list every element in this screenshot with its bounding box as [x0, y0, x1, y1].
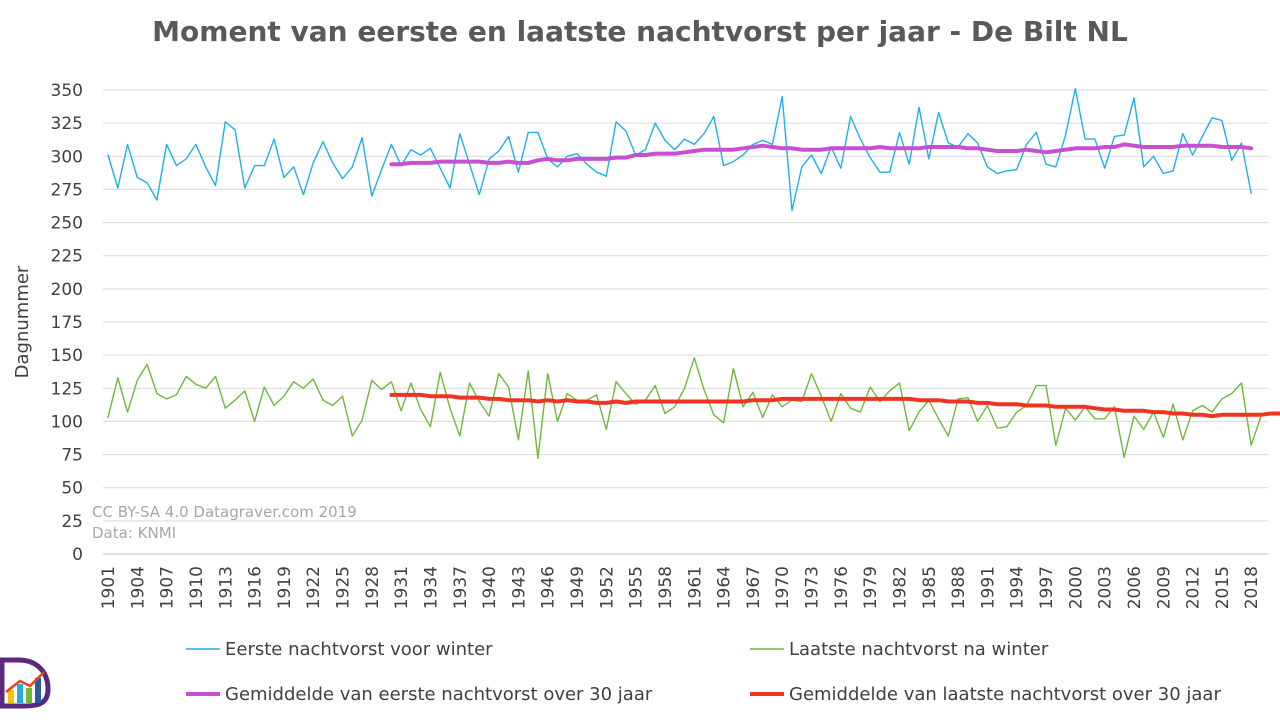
- y-tick-label: 125: [51, 379, 83, 399]
- x-tick-label: 1991: [978, 566, 998, 609]
- y-tick-label: 275: [51, 180, 83, 200]
- x-tick-label: 1964: [715, 566, 735, 609]
- y-tick-label: 100: [51, 412, 83, 432]
- grid: [103, 89, 1268, 555]
- x-tick-label: 2003: [1096, 566, 1116, 609]
- y-tick-label: 175: [51, 313, 83, 333]
- y-tick-label: 0: [72, 545, 83, 565]
- x-tick-label: 1913: [216, 566, 236, 609]
- x-tick-label: 1958: [656, 566, 676, 609]
- y-tick-label: 200: [51, 280, 83, 300]
- x-tick-label: 1907: [158, 566, 178, 609]
- x-tick-label: 1937: [451, 566, 471, 609]
- x-tick-label: 2000: [1066, 566, 1086, 609]
- y-tick-label: 50: [61, 479, 83, 499]
- x-tick-label: 1952: [597, 566, 617, 609]
- y-tick-label: 325: [51, 114, 83, 134]
- x-tick-label: 1946: [539, 566, 559, 609]
- x-tick-label: 1985: [920, 566, 940, 609]
- x-tick-label: 2006: [1125, 566, 1145, 609]
- legend-label: Gemiddelde van eerste nachtvorst over 30…: [225, 684, 653, 705]
- datagraver-logo: [0, 657, 51, 709]
- y-axis: 0 25 50 75 100 125 150 175 200 225 250 275 300 325 350: [51, 81, 83, 565]
- x-tick-label: 1961: [685, 566, 705, 609]
- y-tick-label: 150: [51, 346, 83, 366]
- series-line-gemiddelde-van-eerste-nachtvorst-over-30-jaar: [389, 142, 1254, 167]
- y-tick-label: 25: [61, 512, 83, 532]
- x-tick-label: 2015: [1213, 566, 1233, 609]
- x-tick-label: 1988: [949, 566, 969, 609]
- chart-title: Moment van eerste en laatste nachtvorst …: [152, 15, 1128, 48]
- series-line-gemiddelde-van-laatste-nachtvorst-over-30-jaar: [389, 392, 1280, 419]
- plot-area: [107, 87, 1280, 460]
- x-tick-label: 1976: [832, 566, 852, 609]
- x-tick-label: 2018: [1242, 566, 1262, 609]
- x-tick-label: 1943: [509, 566, 529, 609]
- x-tick-label: 1904: [128, 566, 148, 609]
- x-tick-label: 1967: [744, 566, 764, 609]
- y-tick-label: 300: [51, 147, 83, 167]
- x-tick-label: 1919: [275, 566, 295, 609]
- x-tick-label: 1973: [803, 566, 823, 609]
- x-tick-label: 1910: [187, 566, 207, 609]
- x-axis: 1901 1904 1907 1910 1913 1916 1919 1922 1925 1928…: [99, 566, 1262, 609]
- x-tick-label: 1994: [1008, 566, 1028, 609]
- x-tick-label: 1997: [1037, 566, 1057, 609]
- x-tick-label: 1931: [392, 566, 412, 609]
- x-tick-label: 1901: [99, 566, 119, 609]
- legend: Eerste nachtvorst voor winter Laatste nac…: [186, 639, 1221, 705]
- credit-license: CC BY-SA 4.0 Datagraver.com 2019: [92, 503, 357, 521]
- x-tick-label: 1949: [568, 566, 588, 609]
- series-line-laatste-nachtvorst-na-winter: [107, 357, 1262, 460]
- x-tick-label: 1982: [890, 566, 910, 609]
- x-tick-label: 1955: [627, 566, 647, 609]
- legend-label: Laatste nachtvorst na winter: [789, 639, 1049, 660]
- y-axis-label: Dagnummer: [12, 265, 33, 378]
- credit-source: Data: KNMI: [92, 524, 176, 542]
- x-tick-label: 1916: [246, 566, 266, 609]
- x-tick-label: 1979: [861, 566, 881, 609]
- legend-label: Gemiddelde van laatste nachtvorst over 3…: [789, 684, 1221, 705]
- x-tick-label: 1928: [363, 566, 383, 609]
- x-tick-label: 1922: [304, 566, 324, 609]
- y-tick-label: 250: [51, 214, 83, 234]
- x-tick-label: 2012: [1184, 566, 1204, 609]
- x-tick-label: 1925: [334, 566, 354, 609]
- x-tick-label: 2009: [1154, 566, 1174, 609]
- y-tick-label: 350: [51, 81, 83, 101]
- legend-label: Eerste nachtvorst voor winter: [225, 639, 493, 660]
- x-tick-label: 1940: [480, 566, 500, 609]
- y-tick-label: 225: [51, 247, 83, 267]
- x-tick-label: 1934: [421, 566, 441, 609]
- y-tick-label: 75: [61, 446, 83, 466]
- x-tick-label: 1970: [773, 566, 793, 609]
